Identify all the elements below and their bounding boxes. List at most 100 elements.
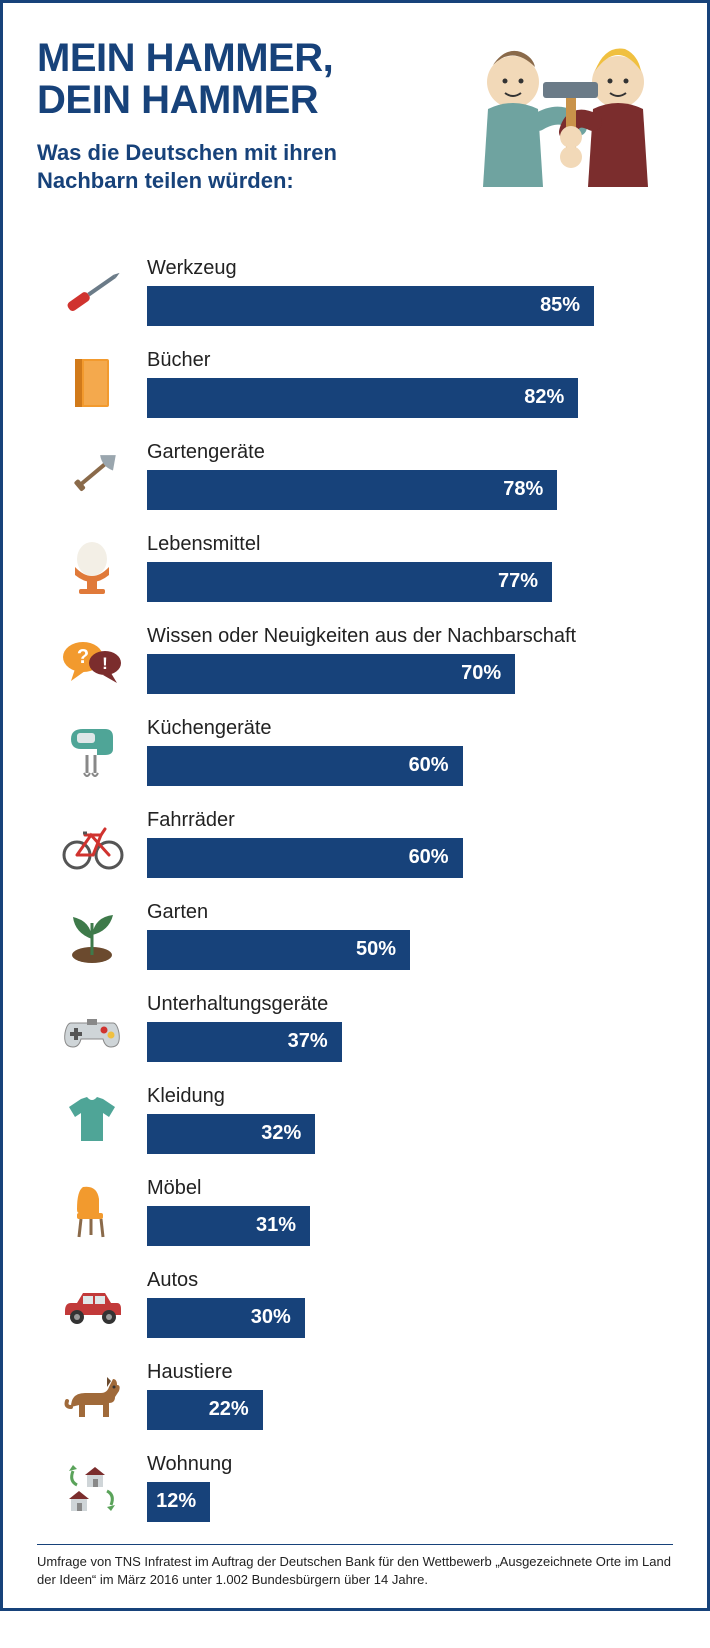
bar-value: 31%: [256, 1214, 296, 1237]
bar-label: Bücher: [147, 349, 673, 372]
plant-icon: [37, 903, 147, 967]
bar-track: 77%: [147, 562, 673, 602]
bar-fill: 82%: [147, 378, 578, 418]
bar-label: Gartengeräte: [147, 441, 673, 464]
bar-fill: 78%: [147, 470, 557, 510]
bar-cell: Garten 50%: [147, 901, 673, 970]
neighbors-hammer-icon: [443, 37, 673, 217]
bar-fill: 77%: [147, 562, 552, 602]
bar-label: Garten: [147, 901, 673, 924]
bar-value: 12%: [156, 1490, 196, 1513]
title-line-1: MEIN HAMMER,: [37, 36, 333, 80]
chair-icon: [37, 1179, 147, 1243]
bar-track: 70%: [147, 654, 673, 694]
title-line-2: DEIN HAMMER: [37, 78, 318, 122]
svg-text:!: !: [102, 654, 108, 673]
header: MEIN HAMMER, DEIN HAMMER Was die Deutsch…: [37, 37, 673, 222]
bar-track: 82%: [147, 378, 673, 418]
bar-fill: 60%: [147, 838, 463, 878]
car-icon: [37, 1271, 147, 1335]
bar-cell: Gartengeräte 78%: [147, 441, 673, 510]
bar-cell: Küchengeräte 60%: [147, 717, 673, 786]
chart-row: Gartengeräte 78%: [37, 436, 673, 514]
hero-illustration: [443, 37, 673, 222]
bar-track: 30%: [147, 1298, 673, 1338]
bar-label: Kleidung: [147, 1085, 673, 1108]
svg-text:?: ?: [77, 646, 89, 668]
chart-row: Haustiere 22%: [37, 1356, 673, 1434]
bicycle-icon: [37, 811, 147, 875]
bar-value: 70%: [461, 662, 501, 685]
bar-label: Wissen oder Neuigkeiten aus der Nachbars…: [147, 625, 673, 648]
bar-track: 78%: [147, 470, 673, 510]
bar-value: 32%: [261, 1122, 301, 1145]
tshirt-icon: [37, 1087, 147, 1151]
bar-cell: Bücher 82%: [147, 349, 673, 418]
bar-label: Autos: [147, 1269, 673, 1292]
shovel-icon: [37, 443, 147, 507]
bar-value: 78%: [503, 478, 543, 501]
gamepad-icon: [37, 995, 147, 1059]
bar-cell: Wohnung12%: [147, 1453, 673, 1522]
book-icon: [37, 351, 147, 415]
chart-row: Fahrräder 60%: [37, 804, 673, 882]
footnote: Umfrage von TNS Infratest im Auftrag der…: [37, 1544, 673, 1588]
chart-row: Garten 50%: [37, 896, 673, 974]
bar-track: 50%: [147, 930, 673, 970]
bar-value: 77%: [498, 570, 538, 593]
chart-row: Wohnung12%: [37, 1448, 673, 1526]
page-subtitle: Was die Deutschen mit ihren Nachbarn tei…: [37, 139, 423, 194]
screwdriver-icon: [37, 259, 147, 323]
bar-label: Unterhaltungsgeräte: [147, 993, 673, 1016]
bar-cell: Werkzeug85%: [147, 257, 673, 326]
bar-cell: Möbel 31%: [147, 1177, 673, 1246]
bar-label: Haustiere: [147, 1361, 673, 1384]
bar-label: Küchengeräte: [147, 717, 673, 740]
bar-fill: 50%: [147, 930, 410, 970]
bar-track: 85%: [147, 286, 673, 326]
bar-value: 60%: [409, 754, 449, 777]
bar-label: Fahrräder: [147, 809, 673, 832]
bar-track: 60%: [147, 746, 673, 786]
chart-row: ?!Wissen oder Neuigkeiten aus der Nachba…: [37, 620, 673, 698]
bar-value: 60%: [409, 846, 449, 869]
bar-track: 12%: [147, 1482, 673, 1522]
chart-row: Lebensmittel 77%: [37, 528, 673, 606]
bar-cell: Autos 30%: [147, 1269, 673, 1338]
bar-track: 31%: [147, 1206, 673, 1246]
bar-track: 37%: [147, 1022, 673, 1062]
chart-row: Unterhaltungsgeräte 37%: [37, 988, 673, 1066]
bar-fill: 12%: [147, 1482, 210, 1522]
bar-value: 50%: [356, 938, 396, 961]
bar-track: 60%: [147, 838, 673, 878]
bar-fill: 85%: [147, 286, 594, 326]
bar-cell: Unterhaltungsgeräte 37%: [147, 993, 673, 1062]
bar-value: 82%: [524, 386, 564, 409]
bar-cell: Fahrräder 60%: [147, 809, 673, 878]
bar-fill: 60%: [147, 746, 463, 786]
bar-fill: 30%: [147, 1298, 305, 1338]
bar-fill: 32%: [147, 1114, 315, 1154]
bar-cell: Haustiere 22%: [147, 1361, 673, 1430]
bar-fill: 31%: [147, 1206, 310, 1246]
bar-cell: Wissen oder Neuigkeiten aus der Nachbars…: [147, 625, 673, 694]
chart-row: Küchengeräte 60%: [37, 712, 673, 790]
bar-value: 22%: [209, 1398, 249, 1421]
bar-cell: Kleidung 32%: [147, 1085, 673, 1154]
infographic-frame: MEIN HAMMER, DEIN HAMMER Was die Deutsch…: [0, 0, 710, 1611]
bar-chart: Werkzeug85% Bücher 82% Gartengeräte 78% Leben…: [37, 252, 673, 1526]
chart-row: Bücher 82%: [37, 344, 673, 422]
header-text: MEIN HAMMER, DEIN HAMMER Was die Deutsch…: [37, 37, 423, 222]
bar-value: 85%: [540, 294, 580, 317]
bar-track: 32%: [147, 1114, 673, 1154]
speech-icon: ?!: [37, 627, 147, 691]
bar-track: 22%: [147, 1390, 673, 1430]
mixer-icon: [37, 719, 147, 783]
dog-icon: [37, 1363, 147, 1427]
page-title: MEIN HAMMER, DEIN HAMMER: [37, 37, 423, 121]
bar-label: Lebensmittel: [147, 533, 673, 556]
bar-label: Möbel: [147, 1177, 673, 1200]
bar-fill: 22%: [147, 1390, 263, 1430]
chart-row: Kleidung 32%: [37, 1080, 673, 1158]
houses-icon: [37, 1455, 147, 1519]
